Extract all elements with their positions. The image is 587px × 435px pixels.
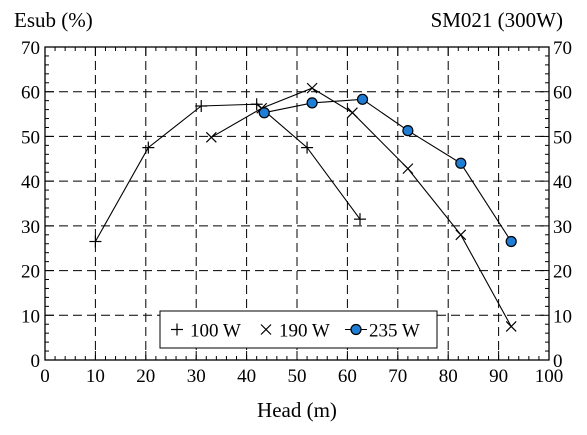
data-point-circle (402, 125, 414, 137)
data-point-x (402, 163, 414, 175)
y-tick-label-left: 40 (21, 172, 40, 193)
y-tick-label-left: 10 (21, 306, 40, 327)
legend-box (159, 310, 438, 349)
x-marker-b (455, 229, 467, 241)
data-point-x (306, 82, 318, 94)
y-tick-label-left: 30 (21, 217, 40, 238)
data-point-plus (195, 100, 208, 113)
series-x (205, 82, 517, 332)
legend-marker-circle (350, 323, 362, 336)
legend-label: 190 W (279, 321, 330, 342)
data-point-plus (89, 235, 102, 248)
data-point-plus (354, 213, 366, 226)
x-tick-label: 100 (535, 366, 564, 387)
series-layer (89, 82, 517, 332)
x-tick-label: 30 (187, 366, 206, 387)
legend: 100 W 190 W 235 W (159, 310, 438, 349)
plot-frame (44, 46, 550, 361)
y-tick-label-right: 0 (553, 351, 563, 372)
data-point-x (205, 131, 217, 143)
data-point-circle (306, 97, 318, 109)
data-point-plus (250, 98, 263, 111)
data-point-x (455, 229, 467, 241)
x-tick-label: 50 (288, 366, 307, 387)
y-tick-label-left: 50 (21, 127, 40, 148)
data-point-x (505, 321, 517, 332)
y-tick-label-right: 20 (553, 262, 572, 283)
x-marker-b (402, 163, 414, 175)
legend-marker-x (260, 324, 272, 335)
data-point-circle (505, 235, 517, 248)
x-marker-b (505, 321, 517, 332)
x-axis-label: Head (m) (257, 398, 337, 422)
y-axis-label: Esub (%) (14, 8, 93, 32)
legend-label: 235 W (369, 321, 420, 342)
series-line-circle (264, 98, 512, 242)
data-point-x (347, 107, 358, 119)
x-tick-label: 20 (136, 366, 155, 387)
y-tick-label-left: 60 (21, 83, 40, 104)
data-point-plus (142, 141, 155, 154)
x-tick-label: 40 (237, 366, 256, 387)
series-plus (89, 98, 366, 248)
x-tick-label: 10 (86, 366, 105, 387)
y-tick-label-right: 60 (553, 83, 572, 104)
x-tick-label: 0 (40, 366, 50, 387)
x-tick-label: 60 (338, 366, 357, 387)
y-tick-label-left: 20 (21, 262, 40, 283)
x-tick-label: 70 (388, 366, 407, 387)
y-tick-label-left: 0 (31, 351, 41, 372)
x-marker-b (306, 82, 318, 94)
y-tick-label-right: 70 (553, 38, 572, 59)
grid-lines (45, 47, 549, 360)
series-line-x (211, 87, 512, 327)
series-line-plus (94, 103, 361, 242)
data-point-circle (455, 157, 467, 169)
data-point-plus (301, 141, 314, 154)
x-marker-b (347, 107, 358, 119)
x-tick-label: 90 (489, 366, 508, 387)
x-tick-label: 80 (439, 366, 458, 387)
chart-title: SM021 (300W) (431, 8, 563, 32)
data-point-circle (356, 93, 369, 105)
x-marker-b (205, 131, 217, 143)
y-tick-label-left: 70 (21, 38, 40, 59)
x-marker-b (260, 324, 272, 335)
legend-marker-plus (171, 323, 183, 336)
legend-label: 100 W (190, 321, 241, 342)
y-tick-label-right: 30 (553, 217, 572, 238)
series-circle (258, 93, 517, 248)
data-point-circle (258, 107, 270, 119)
y-tick-label-right: 10 (553, 306, 572, 327)
y-tick-label-right: 50 (553, 127, 572, 148)
y-tick-label-right: 40 (553, 172, 572, 193)
